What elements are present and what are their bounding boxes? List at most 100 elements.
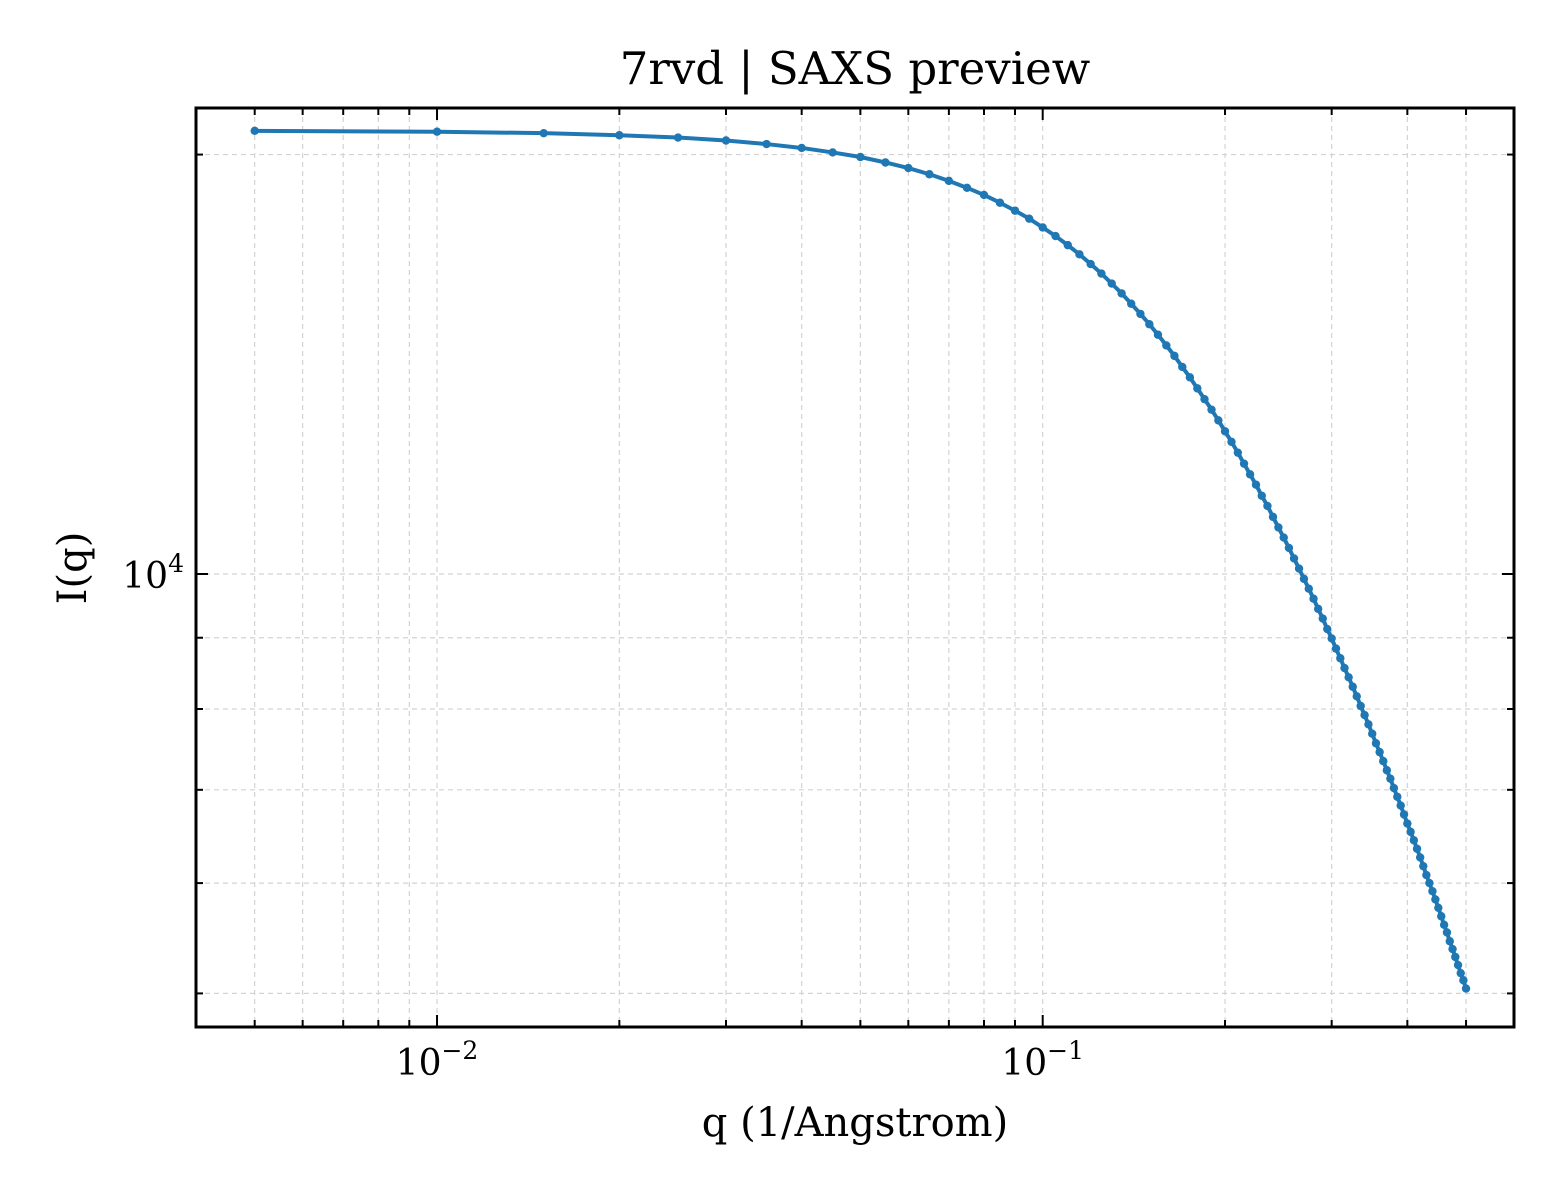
- grid-lines: [195, 108, 1514, 1027]
- data-point: [1263, 501, 1272, 511]
- data-point: [1097, 269, 1106, 278]
- data-point: [828, 148, 837, 157]
- data-point: [1214, 416, 1223, 425]
- data-point: [1437, 912, 1446, 921]
- data-point: [1356, 701, 1365, 711]
- data-point: [962, 183, 972, 193]
- data-point: [1431, 895, 1440, 904]
- data-point: [615, 131, 624, 140]
- y-tick-label: 104: [122, 549, 184, 597]
- data-point: [1371, 739, 1381, 748]
- data-point: [1451, 952, 1460, 962]
- data-point: [1153, 330, 1163, 339]
- data-point: [856, 152, 865, 162]
- data-point: [1239, 459, 1249, 468]
- data-point: [1419, 861, 1428, 871]
- data-point: [1379, 756, 1388, 766]
- data-point: [881, 158, 890, 167]
- data-point: [1245, 470, 1255, 479]
- data-point: [1386, 774, 1395, 783]
- data-point: [1323, 624, 1332, 634]
- data-point: [995, 198, 1005, 207]
- data-point: [1340, 663, 1349, 673]
- data-point: [1051, 231, 1060, 241]
- data-point: [1368, 729, 1377, 738]
- data-point: [1117, 289, 1126, 298]
- data-point: [1304, 584, 1313, 593]
- data-point: [1403, 819, 1412, 828]
- data-point: [1375, 747, 1384, 757]
- data-point: [1453, 960, 1463, 970]
- data-point: [1327, 634, 1336, 643]
- data-point: [1336, 654, 1345, 663]
- data-point: [1382, 766, 1392, 775]
- data-point: [1415, 853, 1425, 862]
- data-point: [1331, 644, 1341, 653]
- data-point: [1227, 437, 1236, 447]
- data-point: [1364, 720, 1373, 729]
- data-point: [1136, 309, 1145, 319]
- data-point: [1086, 259, 1095, 269]
- data-point: [925, 170, 934, 179]
- data-point: [1107, 279, 1116, 288]
- data-point: [1038, 223, 1047, 232]
- data-point: [1075, 250, 1084, 259]
- data-point: [1456, 968, 1465, 978]
- data-point: [1279, 533, 1288, 542]
- series-line: [254, 128, 1468, 990]
- data-point: [1396, 801, 1405, 810]
- data-point: [1309, 594, 1318, 603]
- data-point: [1406, 827, 1415, 837]
- data-point: [1207, 405, 1216, 414]
- x-axis-label: q (1/Angstrom): [702, 1100, 1008, 1146]
- data-point: [673, 133, 683, 142]
- data-point: [1063, 240, 1072, 250]
- data-point: [1178, 362, 1187, 372]
- data-point: [1360, 710, 1369, 720]
- data-point: [1442, 928, 1452, 937]
- data-point: [1170, 351, 1179, 361]
- data-point: [1428, 887, 1437, 896]
- data-point: [1422, 870, 1431, 880]
- data-point: [1220, 427, 1230, 436]
- data-point: [1448, 944, 1457, 954]
- tick-labels: 10−2 10−1 104: [122, 549, 1084, 1084]
- data-series: [250, 126, 1471, 993]
- data-point: [1200, 394, 1209, 404]
- data-point: [539, 128, 548, 138]
- data-point: [1193, 384, 1202, 393]
- data-point: [1313, 604, 1323, 614]
- data-point: [1445, 937, 1454, 946]
- chart-title: 7rvd | SAXS preview: [620, 42, 1091, 95]
- data-point: [1389, 783, 1399, 793]
- data-point: [432, 127, 442, 136]
- x-tick-label: 10−2: [396, 1036, 479, 1084]
- data-point: [762, 139, 771, 149]
- data-point: [1425, 878, 1434, 888]
- data-point: [1289, 554, 1299, 563]
- data-point: [721, 136, 731, 145]
- data-point: [1268, 512, 1278, 522]
- data-point: [797, 143, 806, 153]
- data-point: [1274, 523, 1283, 532]
- data-point: [1233, 448, 1243, 457]
- data-point: [979, 190, 989, 200]
- data-point: [1251, 480, 1261, 489]
- data-point: [1299, 574, 1309, 584]
- data-point: [1185, 373, 1195, 382]
- data-point: [1412, 844, 1422, 853]
- data-point: [1352, 692, 1361, 701]
- data-point: [1025, 214, 1034, 223]
- data-point: [1439, 920, 1449, 930]
- data-point: [1162, 341, 1171, 350]
- y-axis-label: I(q): [50, 532, 96, 605]
- data-point: [1344, 673, 1353, 682]
- plot-frame: [194, 106, 1516, 1029]
- data-point: [1434, 903, 1443, 912]
- data-point: [1393, 792, 1402, 801]
- data-point: [1399, 810, 1409, 819]
- data-point: [1010, 206, 1020, 215]
- data-point: [250, 126, 259, 136]
